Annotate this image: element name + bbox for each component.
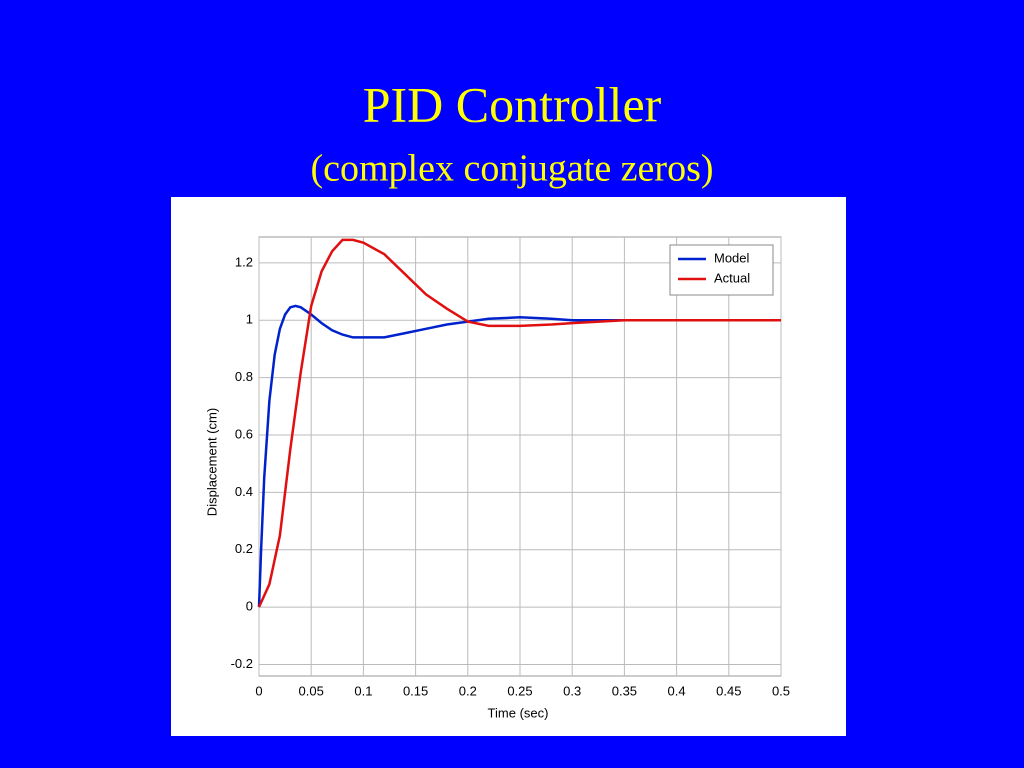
data-line bbox=[257, 238, 781, 608]
x-tick-label: 0.25 bbox=[507, 683, 532, 698]
x-tick-label: 0.5 bbox=[772, 683, 790, 698]
y-tick-label: 0.2 bbox=[235, 541, 253, 556]
y-tick-label: 0.6 bbox=[235, 426, 253, 441]
x-tick-label: 0.45 bbox=[716, 683, 741, 698]
slide-title: PID Controller bbox=[363, 76, 662, 132]
x-axis-label: Time (sec) bbox=[488, 705, 549, 720]
x-tick-label: 0.35 bbox=[612, 683, 637, 698]
y-tick-label: 1 bbox=[246, 312, 253, 327]
x-tick-label: 0.15 bbox=[403, 683, 428, 698]
x-tick-label: 0.3 bbox=[563, 683, 581, 698]
y-tick-label: 0 bbox=[246, 599, 253, 614]
y-axis-label: Displacement (cm) bbox=[204, 408, 219, 516]
legend-box bbox=[669, 244, 774, 296]
y-tick-label: 0.4 bbox=[235, 484, 253, 499]
y-tick-label: 0.8 bbox=[235, 369, 253, 384]
x-tick-label: 0.1 bbox=[354, 683, 372, 698]
legend-label: Model bbox=[714, 250, 750, 265]
data-line bbox=[257, 304, 781, 608]
x-tick-label: 0.05 bbox=[299, 683, 324, 698]
y-tick-label: -0.2 bbox=[231, 656, 253, 671]
chart: Displacement (cm) Time (sec) -0.200.20.4… bbox=[204, 236, 790, 720]
legend-label: Actual bbox=[714, 270, 750, 285]
y-tick-label: 1.2 bbox=[235, 254, 253, 269]
x-tick-label: 0.2 bbox=[459, 683, 477, 698]
x-tick-label: 0.4 bbox=[668, 683, 686, 698]
x-tick-label: 0 bbox=[255, 683, 262, 698]
slide-subtitle: (complex conjugate zeros) bbox=[310, 148, 713, 190]
